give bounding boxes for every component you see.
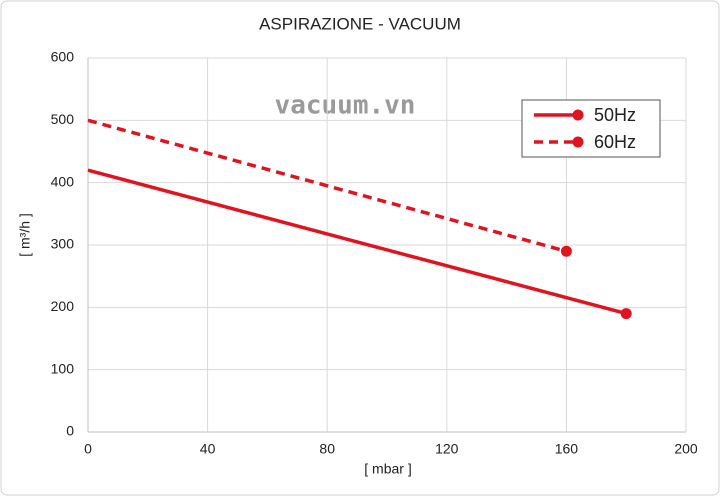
data-line bbox=[87, 118, 567, 253]
y-tick-label: 500 bbox=[51, 111, 75, 127]
x-tick-label: 0 bbox=[84, 441, 92, 457]
y-tick-label: 400 bbox=[51, 173, 75, 189]
y-axis-label: [ m³/h ] bbox=[17, 213, 33, 257]
legend-label: 50Hz bbox=[594, 105, 636, 125]
watermark: vacuum.vn bbox=[275, 91, 416, 121]
data-line bbox=[87, 168, 627, 316]
x-tick-label: 40 bbox=[200, 441, 216, 457]
y-tick-label: 600 bbox=[51, 49, 75, 65]
x-tick-label: 160 bbox=[555, 441, 579, 457]
y-tick-label: 100 bbox=[51, 360, 75, 376]
x-axis-label: [ mbar ] bbox=[364, 461, 411, 477]
x-tick-label: 80 bbox=[319, 441, 335, 457]
chart-title: ASPIRAZIONE - VACUUM bbox=[259, 14, 461, 33]
x-tick-label: 200 bbox=[674, 441, 698, 457]
x-tick-label: 120 bbox=[435, 441, 459, 457]
y-tick-label: 200 bbox=[51, 298, 75, 314]
legend-marker bbox=[572, 136, 584, 148]
y-tick-label: 0 bbox=[66, 423, 74, 439]
end-marker bbox=[620, 308, 632, 320]
end-marker bbox=[560, 245, 572, 257]
legend-label: 60Hz bbox=[594, 132, 636, 152]
legend-marker bbox=[572, 109, 584, 121]
legend-box bbox=[521, 99, 661, 158]
y-tick-label: 300 bbox=[51, 236, 75, 252]
